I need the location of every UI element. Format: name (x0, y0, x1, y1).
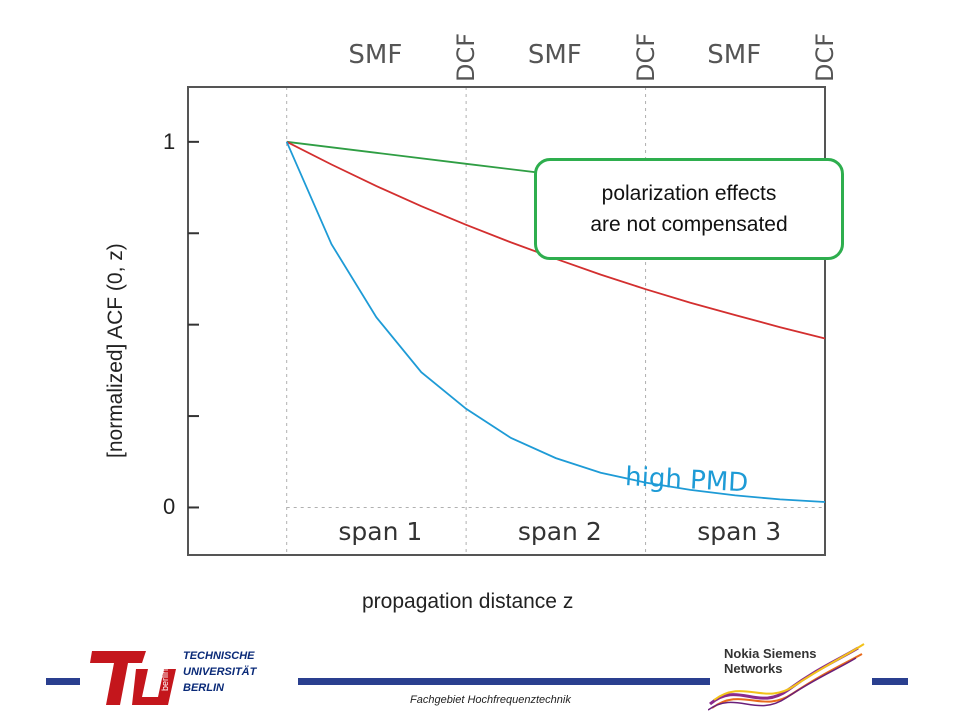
x-axis-label: propagation distance z (362, 590, 574, 613)
department-label: Fachgebiet Hochfrequenztechnik (410, 694, 571, 706)
span-label: span 3 (697, 517, 782, 546)
y-tick-label: 0 (163, 494, 176, 520)
segment-label-dcf: DCF (631, 32, 660, 82)
y-axis-label: [normalized] ACF (0, z) (104, 243, 127, 458)
span-label: span 1 (338, 517, 423, 546)
span-label: span 2 (517, 517, 602, 546)
segment-label-smf: SMF (527, 40, 582, 70)
plot-frame (187, 86, 826, 556)
nsn-line1: Nokia Siemens (724, 646, 817, 661)
tu-logo-mark (90, 651, 176, 705)
tu-name-line3: BERLIN (183, 682, 224, 694)
segment-label-smf: SMF (707, 40, 762, 70)
callout-text-line2: are not compensated (590, 213, 788, 236)
nsn-wave-graphic (708, 643, 865, 711)
series-line-green (286, 140, 556, 176)
nsn-line2: Networks (724, 661, 783, 676)
series-line-blue (285, 141, 826, 503)
tu-berlin-logo: berlin (90, 651, 176, 705)
y-tick-label: 1 (163, 128, 176, 154)
callout-box: polarization effects are not compensated (534, 158, 844, 260)
footer-bar-middle (298, 678, 710, 685)
footer-bar-right (872, 678, 908, 685)
nsn-logo-text: Nokia Siemens Networks (724, 646, 817, 676)
segment-label-smf: SMF (348, 40, 403, 70)
segment-label-dcf: DCF (811, 32, 839, 82)
high-pmd-annotation: high PMD (624, 462, 749, 499)
tu-name-line2: UNIVERSITÄT (183, 666, 257, 678)
tu-name-line1: TECHNISCHE (183, 650, 255, 662)
nsn-wave-logo (708, 643, 865, 711)
tu-logo-text: berlin (160, 669, 170, 691)
footer-bar-left (46, 678, 80, 685)
callout-text-line1: polarization effects (601, 182, 777, 205)
tu-name: TECHNISCHE UNIVERSITÄT BERLIN (183, 648, 256, 696)
segment-label-dcf: DCF (452, 32, 481, 82)
